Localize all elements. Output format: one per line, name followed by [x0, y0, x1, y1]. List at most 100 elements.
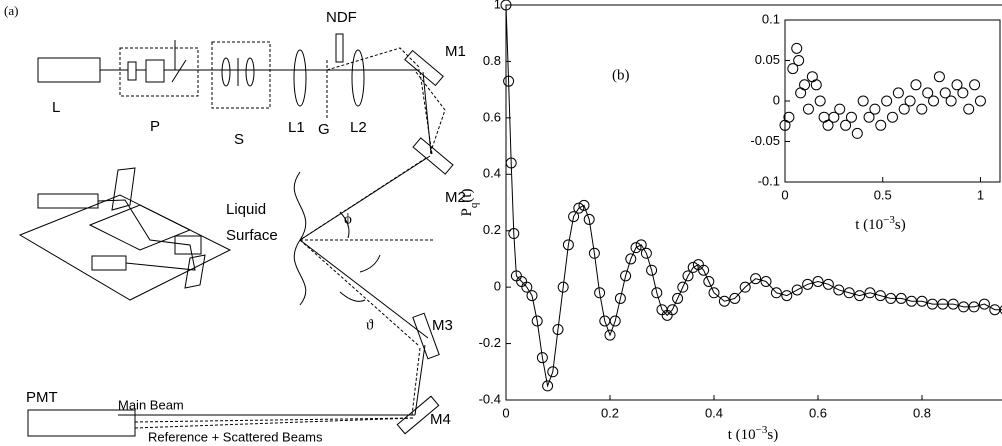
data-point [588, 247, 600, 259]
x-tick-label: 0.8 [913, 405, 931, 420]
data-point [974, 95, 986, 107]
data-point [609, 315, 621, 327]
y-tick-label: 0.05 [755, 52, 780, 67]
beam [411, 347, 421, 416]
data-point [928, 95, 940, 107]
data-point [503, 75, 515, 87]
y-tick-label: -0.1 [758, 173, 780, 188]
plot-area [505, 4, 1002, 401]
beam [299, 239, 419, 346]
angle-label: ϕ [344, 211, 352, 227]
ndf [335, 33, 344, 63]
data-point [951, 79, 963, 91]
data-point [557, 281, 569, 293]
data-point [845, 111, 857, 123]
data-point [833, 284, 845, 296]
x-label-part: −3 [756, 424, 768, 436]
lens [245, 57, 255, 87]
data-point [666, 304, 678, 316]
panel-label: (a) [4, 3, 18, 18]
data-point [783, 111, 795, 123]
panel-label: (b) [612, 67, 630, 83]
x-tick-label: 1 [977, 187, 984, 202]
label: L [52, 99, 60, 116]
label: Liquid [226, 201, 266, 218]
x-axis-label: t (10−3s) [855, 214, 905, 234]
data-point [739, 281, 751, 293]
label: M2 [445, 189, 466, 206]
x-tick-label: 0 [502, 405, 509, 420]
data-point [864, 287, 876, 299]
optic [145, 59, 165, 83]
data-point [802, 278, 814, 290]
data-point [630, 242, 642, 254]
data-point [854, 290, 866, 302]
mirror [396, 395, 440, 435]
data-point [760, 276, 772, 287]
data-point [904, 95, 916, 107]
sketch [91, 255, 127, 271]
data-point [810, 79, 822, 91]
data-point [840, 119, 852, 131]
data-point [508, 228, 520, 240]
sketch [184, 254, 206, 289]
data-point [863, 111, 875, 123]
data-point [677, 281, 689, 293]
y-tick-label: 0 [773, 92, 780, 107]
data-point [542, 380, 554, 392]
data-point [843, 287, 855, 299]
data-point [672, 292, 684, 304]
detector [27, 409, 136, 437]
data-point [922, 87, 934, 99]
data-point [933, 71, 945, 83]
optic [127, 61, 137, 81]
sketch [37, 193, 99, 209]
data-point [536, 352, 548, 364]
filter-box [211, 41, 271, 109]
beam [134, 417, 415, 423]
fit-line [505, 4, 1002, 388]
angle-label: ϑ [366, 317, 374, 333]
data-point [874, 290, 886, 302]
data-point [703, 276, 715, 287]
polarizer-box [119, 47, 199, 97]
data-point [895, 292, 907, 304]
x-tick-label: 0.6 [809, 405, 827, 420]
data-point [547, 366, 559, 378]
data-point [887, 111, 898, 123]
x-label-part: −3 [883, 214, 895, 226]
angle-arc [339, 211, 350, 239]
surface [293, 171, 307, 306]
beam [422, 71, 432, 155]
data-point [750, 273, 762, 285]
x-label-part: t (10 [728, 427, 756, 443]
label: M4 [430, 411, 451, 428]
data-point [939, 87, 951, 99]
laser [37, 57, 101, 83]
label: S [234, 131, 244, 148]
y-label-part: P [459, 208, 475, 216]
data-point [573, 202, 585, 214]
x-tick-label: 0 [781, 187, 788, 202]
data-point [916, 103, 928, 115]
angle-arc [339, 291, 366, 302]
lens [351, 49, 365, 107]
label: Surface [226, 227, 278, 244]
data-point [505, 157, 517, 169]
data-point [791, 42, 803, 54]
data-point [957, 87, 969, 99]
y-tick-label: 0.4 [483, 166, 501, 181]
setup-diagram: (a) L P S L1 G NDF L2 M1 M2 Liquid Surfa… [4, 3, 466, 444]
data-point [812, 276, 824, 287]
mirror [412, 312, 440, 360]
y-tick-label: 0 [494, 279, 501, 294]
data-point [875, 119, 887, 131]
sketch [174, 235, 202, 255]
data-point [552, 323, 564, 335]
x-axis-label: t (10−3s) [728, 424, 778, 444]
label: M3 [432, 317, 453, 334]
label: G [318, 121, 330, 138]
y-tick-label: 0.2 [483, 222, 501, 237]
